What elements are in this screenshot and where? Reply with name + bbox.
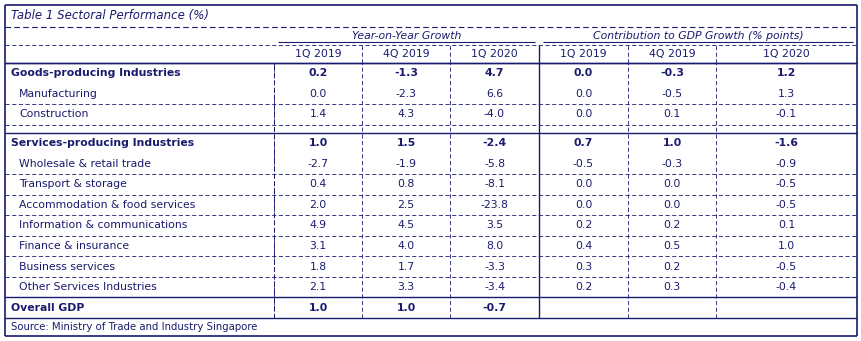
Text: Services-producing Industries: Services-producing Industries [11,138,194,148]
Text: 0.2: 0.2 [663,220,680,231]
Text: -2.7: -2.7 [307,159,328,169]
Text: Goods-producing Industries: Goods-producing Industries [11,68,181,78]
Text: -0.5: -0.5 [573,159,593,169]
Text: -0.7: -0.7 [482,303,506,313]
Text: Accommodation & food services: Accommodation & food services [19,200,195,210]
Text: -2.4: -2.4 [482,138,506,148]
Text: -23.8: -23.8 [480,200,508,210]
Text: 1.3: 1.3 [777,89,794,99]
Text: Business services: Business services [19,262,115,271]
Text: 1.0: 1.0 [308,303,327,313]
Text: 4.3: 4.3 [397,109,414,119]
Text: 1Q 2020: 1Q 2020 [762,49,809,59]
Text: -1.3: -1.3 [393,68,418,78]
Text: Overall GDP: Overall GDP [11,303,84,313]
Text: 0.1: 0.1 [663,109,680,119]
Text: 0.0: 0.0 [309,89,326,99]
Text: Contribution to GDP Growth (% points): Contribution to GDP Growth (% points) [592,31,802,41]
Text: 0.0: 0.0 [574,109,592,119]
Text: 4.9: 4.9 [309,220,326,231]
Text: 1.2: 1.2 [776,68,796,78]
Text: Finance & insurance: Finance & insurance [19,241,129,251]
Text: 1Q 2019: 1Q 2019 [294,49,341,59]
Text: Year-on-Year Growth: Year-on-Year Growth [351,31,461,41]
Text: 0.4: 0.4 [574,241,592,251]
Text: 6.6: 6.6 [486,89,503,99]
Text: 1.0: 1.0 [396,303,415,313]
Text: 3.1: 3.1 [309,241,326,251]
Text: 2.0: 2.0 [309,200,326,210]
Text: -1.9: -1.9 [395,159,416,169]
Text: 0.1: 0.1 [777,220,794,231]
Text: 0.4: 0.4 [309,179,326,189]
Text: -0.5: -0.5 [660,89,682,99]
Text: 1Q 2020: 1Q 2020 [471,49,517,59]
Text: 1.0: 1.0 [777,241,794,251]
Text: 1.5: 1.5 [396,138,415,148]
Text: Other Services Industries: Other Services Industries [19,282,157,292]
Text: -0.4: -0.4 [775,282,796,292]
Text: Table 1 Sectoral Performance (%): Table 1 Sectoral Performance (%) [11,10,208,23]
Text: -3.4: -3.4 [483,282,505,292]
Text: -1.6: -1.6 [773,138,797,148]
Text: 0.0: 0.0 [663,200,680,210]
Text: 4.7: 4.7 [484,68,504,78]
Text: 0.2: 0.2 [574,220,592,231]
Text: -0.5: -0.5 [775,262,796,271]
Text: Construction: Construction [19,109,89,119]
Text: 0.5: 0.5 [663,241,680,251]
Text: 4Q 2019: 4Q 2019 [382,49,429,59]
Text: 2.5: 2.5 [397,200,414,210]
Text: 3.5: 3.5 [486,220,503,231]
Text: 3.3: 3.3 [397,282,414,292]
Text: 0.0: 0.0 [574,200,592,210]
Text: Information & communications: Information & communications [19,220,187,231]
Text: -5.8: -5.8 [483,159,505,169]
Text: 4.0: 4.0 [397,241,414,251]
Text: 0.7: 0.7 [573,138,592,148]
Text: 0.0: 0.0 [663,179,680,189]
Text: -0.9: -0.9 [775,159,796,169]
Text: -0.1: -0.1 [775,109,796,119]
Text: 0.2: 0.2 [663,262,680,271]
Text: -0.3: -0.3 [660,68,684,78]
Text: 4.5: 4.5 [397,220,414,231]
Text: 0.0: 0.0 [574,89,592,99]
Text: 0.8: 0.8 [397,179,414,189]
Text: 0.3: 0.3 [574,262,592,271]
Text: -0.5: -0.5 [775,179,796,189]
Text: 0.2: 0.2 [308,68,327,78]
Text: 0.0: 0.0 [574,179,592,189]
Text: -2.3: -2.3 [395,89,416,99]
Text: 1.8: 1.8 [309,262,326,271]
Text: 1.7: 1.7 [397,262,414,271]
Text: Transport & storage: Transport & storage [19,179,127,189]
Text: 0.0: 0.0 [573,68,592,78]
Text: 0.3: 0.3 [663,282,680,292]
Text: -0.5: -0.5 [775,200,796,210]
Text: 2.1: 2.1 [309,282,326,292]
Text: Source: Ministry of Trade and Industry Singapore: Source: Ministry of Trade and Industry S… [11,322,257,332]
Text: Wholesale & retail trade: Wholesale & retail trade [19,159,151,169]
Text: -4.0: -4.0 [483,109,505,119]
Text: -8.1: -8.1 [483,179,505,189]
Text: 8.0: 8.0 [486,241,503,251]
Text: Manufacturing: Manufacturing [19,89,98,99]
Text: -3.3: -3.3 [483,262,505,271]
Text: 1.4: 1.4 [309,109,326,119]
Text: 1.0: 1.0 [308,138,327,148]
Text: -0.3: -0.3 [660,159,682,169]
Text: 0.2: 0.2 [574,282,592,292]
Text: 4Q 2019: 4Q 2019 [648,49,695,59]
Text: 1.0: 1.0 [661,138,681,148]
Text: 1Q 2019: 1Q 2019 [560,49,606,59]
